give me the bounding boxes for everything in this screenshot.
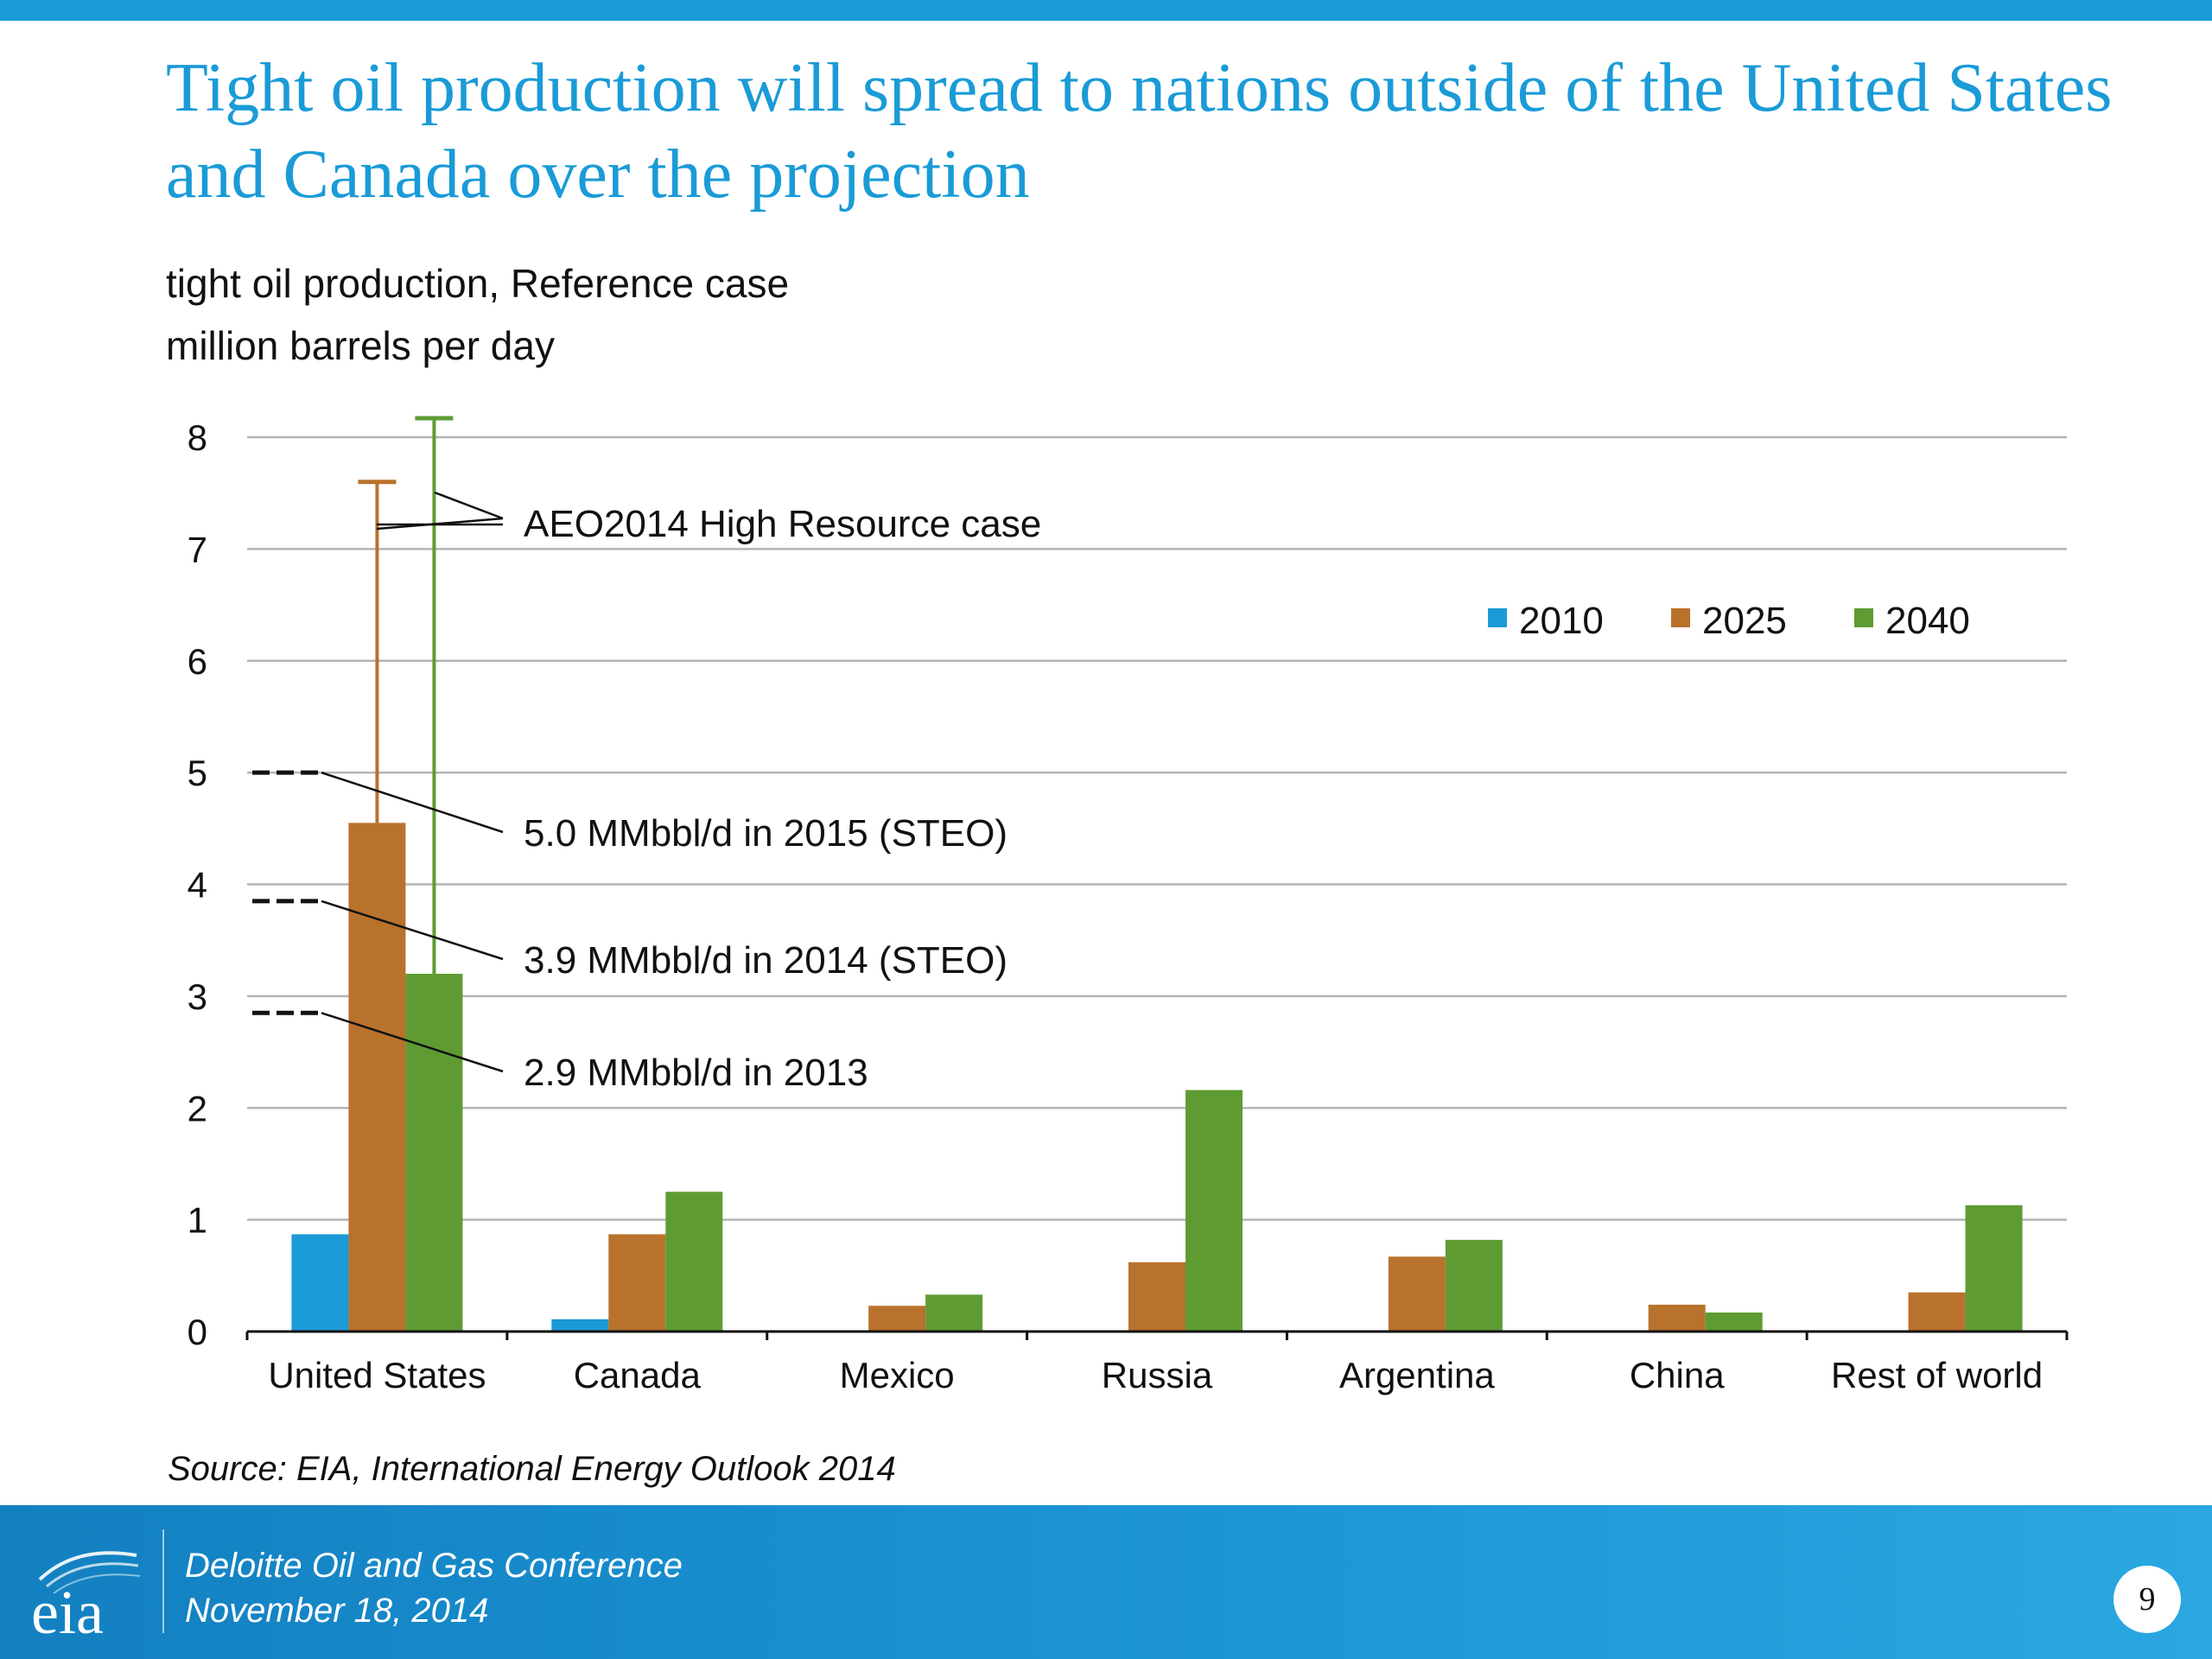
footer-bar: eia Deloitte Oil and Gas Conference Nove… — [0, 1505, 2212, 1659]
y-tick-label: 2 — [188, 1088, 207, 1128]
x-tick-label: Argentina — [1339, 1355, 1495, 1395]
y-tick-label: 3 — [188, 976, 207, 1017]
callout-line — [321, 771, 504, 834]
chart-subtitle-line1: tight oil production, Reference case — [166, 261, 790, 306]
x-tick-label: Canada — [574, 1355, 702, 1395]
legend-label-2025: 2025 — [1702, 600, 1787, 642]
high-resource-label: AEO2014 High Resource case — [524, 503, 1041, 545]
legend-swatch-2040 — [1854, 608, 1873, 627]
top-accent-bar — [0, 0, 2212, 21]
x-tick-label: China — [1630, 1355, 1725, 1395]
y-tick-label: 7 — [188, 529, 207, 569]
legend-label-2010: 2010 — [1519, 600, 1604, 642]
annotation-label: 2.9 MMbbl/d in 2013 — [524, 1052, 868, 1094]
conference-date: November 18, 2014 — [185, 1592, 489, 1630]
eia-logo-text: eia — [31, 1578, 104, 1640]
annotation-label: 3.9 MMbbl/d in 2014 (STEO) — [524, 939, 1007, 982]
legend-label-2040: 2040 — [1885, 600, 1970, 642]
y-tick-label: 0 — [188, 1312, 207, 1352]
y-tick-label: 5 — [188, 753, 207, 793]
bar-2025-argentina — [1388, 1256, 1446, 1332]
source-note: Source: EIA, International Energy Outloo… — [168, 1450, 896, 1488]
callout-line — [376, 517, 504, 531]
bar-2040-argentina — [1445, 1239, 1503, 1332]
y-tick-label: 4 — [188, 865, 207, 906]
bar-2025-mexico — [868, 1306, 926, 1332]
bar-2040-mexico — [925, 1294, 983, 1332]
eia-logo: eia — [31, 1551, 141, 1640]
callout-line — [321, 1012, 504, 1073]
legend-swatch-2025 — [1671, 608, 1690, 627]
bar-2040-russia — [1185, 1090, 1243, 1332]
y-tick-label: 1 — [188, 1200, 207, 1241]
bar-2025-united-states — [348, 823, 406, 1332]
chart-units: million barrels per day — [166, 323, 555, 368]
bar-2010-united-states — [291, 1234, 349, 1332]
page-number: 9 — [2113, 1566, 2181, 1633]
callout-line — [321, 899, 504, 961]
callout-line — [434, 491, 504, 520]
legend-swatch-2010 — [1488, 608, 1507, 627]
conference-info: Deloitte Oil and Gas Conference November… — [185, 1543, 683, 1633]
bar-2040-canada — [665, 1192, 723, 1332]
footer-divider — [162, 1529, 164, 1633]
annotation-label: 5.0 MMbbl/d in 2015 (STEO) — [524, 812, 1007, 855]
x-tick-label: Rest of world — [1831, 1355, 2043, 1395]
conference-name: Deloitte Oil and Gas Conference — [185, 1547, 683, 1585]
x-tick-label: Mexico — [840, 1355, 955, 1395]
bar-2025-china — [1648, 1304, 1706, 1332]
bar-2040-united-states — [405, 974, 463, 1332]
x-tick-label: United States — [268, 1355, 486, 1395]
bar-2040-china — [1705, 1313, 1763, 1332]
x-tick-label: Russia — [1102, 1355, 1213, 1395]
slide-title: Tight oil production will spread to nati… — [166, 50, 2113, 213]
chart-subtitle: tight oil production, Reference case mil… — [166, 252, 789, 377]
y-tick-label: 6 — [188, 641, 207, 682]
bar-2025-rest-of-world — [1908, 1292, 1966, 1332]
y-tick-label: 8 — [188, 417, 207, 458]
bar-2010-canada — [551, 1319, 609, 1332]
bar-2040-rest-of-world — [1965, 1205, 2023, 1332]
bar-2025-russia — [1128, 1262, 1185, 1332]
bar-2025-canada — [608, 1234, 666, 1332]
